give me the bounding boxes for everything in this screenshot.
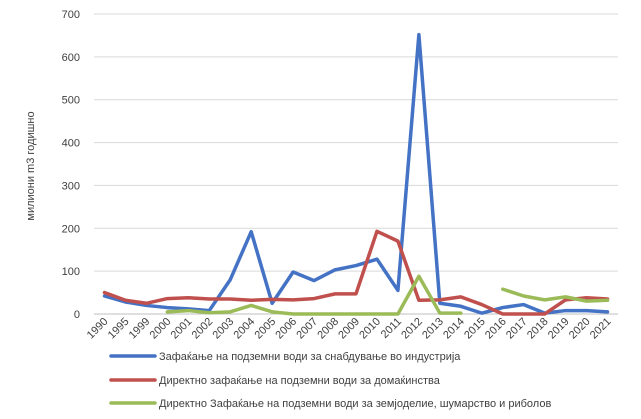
x-tick-label: 2020 (567, 316, 593, 342)
y-tick-label: 300 (62, 180, 80, 192)
x-tick-label: 2001 (169, 316, 195, 342)
y-tick-label: 600 (62, 52, 80, 64)
x-tick-label: 2006 (273, 316, 299, 342)
x-tick-label: 2011 (379, 316, 404, 341)
y-tick-label: 400 (62, 138, 80, 150)
x-tick-label: 2015 (462, 316, 488, 342)
series-line-2 (102, 229, 610, 316)
x-tick-label: 2008 (315, 316, 341, 342)
x-tick-label: 2009 (336, 316, 362, 342)
y-tick-label: 200 (62, 223, 80, 235)
legend-label: Директно зафаќање на подземни води за до… (159, 375, 441, 387)
series-line-3 (165, 274, 463, 316)
x-tick-label: 2018 (525, 316, 551, 342)
legend-label: Зафаќање на подземни води за снабдување … (159, 351, 461, 363)
x-tick-label: 2004 (232, 316, 258, 342)
y-tick-label: 0 (74, 309, 80, 321)
x-tick-label: 2019 (546, 316, 572, 342)
y-tick-label: 700 (62, 9, 80, 21)
x-tick-label: 2002 (190, 316, 216, 342)
y-axis-ticks: 0 100 200 300 400 500 600 700 (62, 9, 80, 321)
series-lines (102, 32, 610, 316)
x-tick-label: 2000 (148, 316, 174, 342)
x-tick-label: 2017 (504, 316, 530, 342)
x-tick-label: 1995 (106, 316, 132, 342)
legend: Зафаќање на подземни води за снабдување … (109, 351, 551, 410)
y-tick-label: 100 (62, 266, 80, 278)
x-tick-label: 2003 (211, 316, 237, 342)
x-tick-label: 1999 (127, 316, 153, 342)
x-tick-label: 2005 (252, 316, 278, 342)
x-tick-label: 2014 (441, 316, 467, 342)
x-tick-label: 2012 (399, 316, 425, 342)
x-tick-label: 2016 (483, 316, 509, 342)
x-tick-label: 2010 (357, 316, 383, 342)
x-tick-label: 2013 (420, 316, 446, 342)
x-axis-ticks: 1990199519992000200120022003200420052006… (85, 316, 614, 342)
y-axis-label: милиони m3 годишно (25, 111, 37, 220)
legend-label: Директно Зафаќање на подземни води за зе… (159, 398, 551, 410)
x-tick-label: 2021 (588, 316, 614, 342)
series-line-3 (500, 287, 610, 303)
x-tick-label: 2007 (294, 316, 320, 342)
x-tick-label: 1990 (85, 316, 111, 342)
y-tick-label: 500 (62, 95, 80, 107)
gridlines (94, 13, 618, 315)
